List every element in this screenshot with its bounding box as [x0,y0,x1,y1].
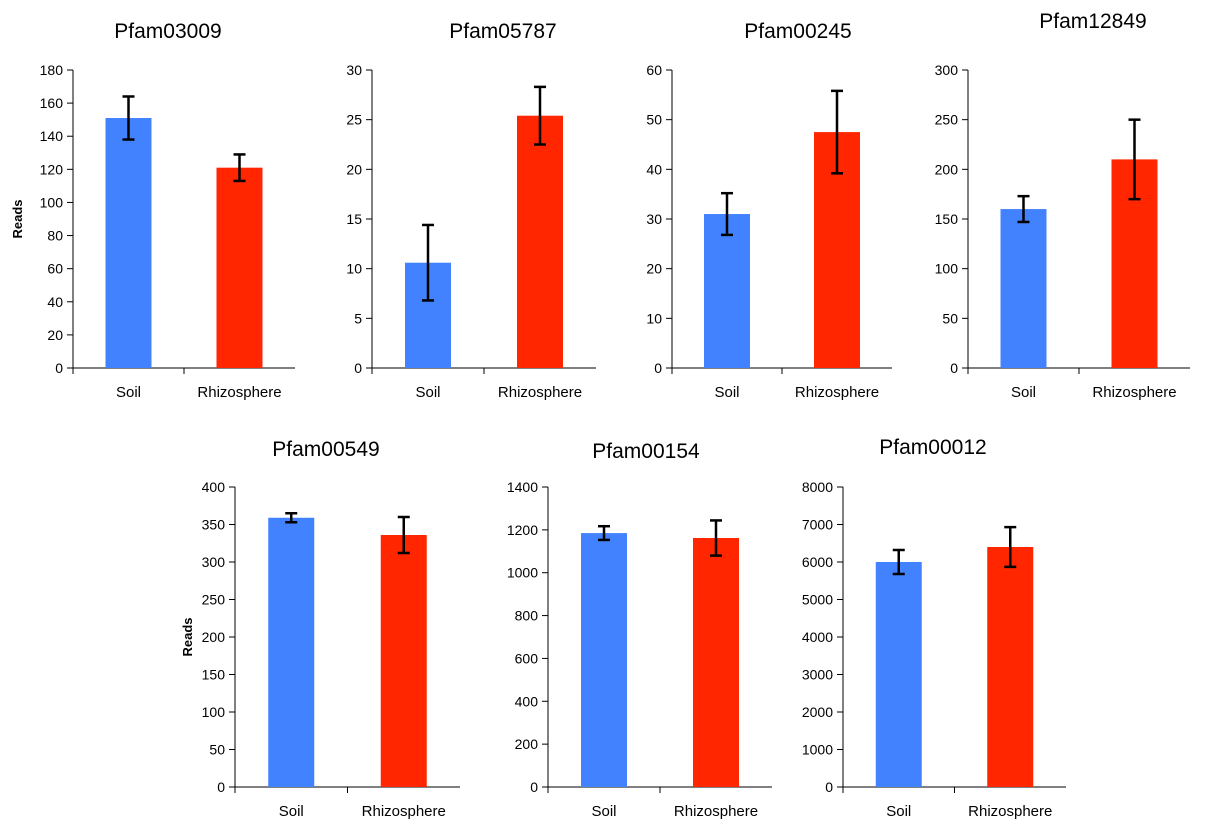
bar-rhizosphere [693,538,739,787]
y-tick-label: 800 [515,608,539,624]
y-tick-label: 100 [202,704,226,720]
y-tick-label: 0 [217,779,225,795]
y-axis-label: Reads [180,617,195,656]
bar-rhizosphere [517,115,563,369]
chart-panel: Pfam00012 0 1000 2000 3000 4000 5000 6000 7000 80… [802,436,1066,819]
y-tick-label: 5 [354,310,362,326]
chart-title: Pfam00245 [744,20,851,43]
bar-soil [875,562,922,787]
y-tick-label: 1000 [507,565,538,581]
y-tick-label: 40 [646,161,662,177]
y-tick-label: 250 [202,592,226,608]
y-tick-label: 140 [40,128,64,144]
y-tick-label: 0 [950,360,958,376]
chart-title: Pfam00549 [272,438,379,461]
y-tick-label: 80 [47,228,63,244]
y-tick-label: 0 [55,360,63,376]
y-tick-label: 30 [346,62,362,78]
x-category-label: Soil [591,803,616,819]
y-tick-label: 6000 [802,554,833,570]
chart-panel: Pfam05787 0 5 10 15 20 25 30 Soil Rhizosphere [346,20,596,401]
bar-soil [105,118,152,368]
y-tick-label: 1400 [507,479,538,495]
x-category-label: Rhizosphere [968,803,1052,819]
bar-rhizosphere [380,535,427,787]
y-tick-label: 40 [47,294,63,310]
chart-title: Pfam00154 [592,440,700,463]
y-tick-label: 3000 [802,667,833,683]
x-category-label: Soil [886,803,911,819]
y-tick-label: 350 [202,517,226,533]
y-axis-label: Reads [10,199,25,238]
x-category-label: Rhizosphere [362,803,446,819]
x-category-label: Rhizosphere [197,384,281,401]
y-tick-label: 100 [40,194,64,210]
y-tick-label: 200 [202,629,226,645]
x-category-label: Soil [279,803,304,819]
y-tick-label: 30 [646,211,662,227]
y-tick-label: 1200 [507,522,538,538]
y-tick-label: 200 [935,161,959,177]
y-tick-label: 180 [40,62,64,78]
y-tick-label: 50 [646,112,662,128]
y-tick-label: 8000 [802,479,833,495]
chart-panel: Pfam00154 0 200 400 600 800 1000 1200 1400 Soil Rh… [507,440,772,819]
y-tick-label: 100 [935,261,959,277]
y-tick-label: 50 [209,742,225,758]
y-tick-label: 7000 [802,517,833,533]
y-tick-label: 20 [47,327,63,343]
y-tick-label: 50 [942,310,958,326]
bar-soil [1000,209,1047,368]
y-tick-label: 60 [47,261,63,277]
x-category-label: Rhizosphere [674,803,758,819]
y-tick-label: 5000 [802,592,833,608]
y-tick-label: 10 [346,261,362,277]
y-tick-label: 250 [935,112,959,128]
chart-panel: Pfam00245 0 10 20 30 40 50 60 Soil Rhizosphere [646,20,892,401]
chart-panel: Pfam00549 Reads 0 50 100 150 200 250 300 350 400 So… [180,438,460,819]
y-tick-label: 300 [202,554,226,570]
chart-title: Pfam05787 [449,20,556,43]
x-category-label: Soil [1011,384,1036,401]
bar-soil [581,533,627,787]
chart-title: Pfam03009 [114,20,221,43]
y-tick-label: 20 [646,261,662,277]
y-tick-label: 4000 [802,629,833,645]
y-tick-label: 1000 [802,742,833,758]
x-category-label: Rhizosphere [1092,384,1176,401]
x-category-label: Soil [415,384,440,401]
y-tick-label: 120 [40,161,64,177]
y-tick-label: 150 [202,667,226,683]
y-tick-label: 10 [646,310,662,326]
y-tick-label: 200 [515,736,539,752]
y-tick-label: 60 [646,62,662,78]
y-tick-label: 600 [515,650,539,666]
chart-title: Pfam12849 [1039,10,1146,33]
x-category-label: Soil [116,384,141,401]
x-category-label: Rhizosphere [498,384,582,401]
chart-panel: Pfam03009 Reads 0 20 40 60 80 100 120 140 160 180 So… [10,20,295,401]
chart-title: Pfam00012 [879,436,986,459]
y-tick-label: 400 [202,479,226,495]
bar-soil [704,214,750,368]
y-tick-label: 0 [354,360,362,376]
y-tick-label: 0 [654,360,662,376]
x-category-label: Rhizosphere [795,384,879,401]
bar-soil [268,517,315,787]
y-tick-label: 160 [40,95,64,111]
y-tick-label: 0 [825,779,833,795]
y-tick-label: 0 [530,779,538,795]
x-category-label: Soil [714,384,739,401]
y-tick-label: 25 [346,112,362,128]
y-tick-label: 20 [346,161,362,177]
bar-rhizosphere [216,167,263,368]
y-tick-label: 15 [346,211,362,227]
y-tick-label: 400 [515,693,539,709]
y-tick-label: 2000 [802,704,833,720]
bar-rhizosphere [987,547,1034,787]
y-tick-label: 150 [935,211,959,227]
chart-panel: Pfam12849 0 50 100 150 200 250 300 Soil Rhizosphe… [935,10,1190,401]
y-tick-label: 300 [935,62,959,78]
